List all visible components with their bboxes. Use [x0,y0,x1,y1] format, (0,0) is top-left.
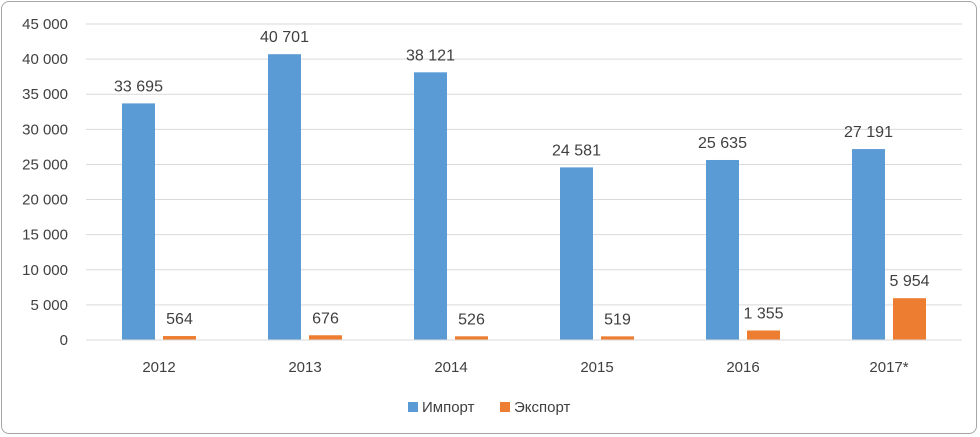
bar-export [309,335,342,340]
y-tick-label: 0 [60,332,68,349]
y-tick-label: 30 000 [22,121,68,138]
y-axis: 0 5 000 10 000 15 000 20 000 25 000 30 000 35 0… [22,16,68,349]
y-tick-label: 15 000 [22,227,68,244]
bar-import [852,149,885,340]
legend: Импорт Экспорт [408,399,570,416]
y-tick-label: 25 000 [22,156,68,173]
x-axis: 2012 2013 2014 2015 2016 2017* [86,339,962,376]
data-labels: 33 695 564 40 701 676 38 121 526 24 581 519 25 6… [114,29,930,328]
y-tick-label: 45 000 [22,16,68,33]
legend-swatch [500,402,510,412]
bar-export [601,336,634,340]
bar-export [747,330,780,340]
data-label: 33 695 [114,78,163,95]
data-label: 25 635 [698,135,747,152]
data-label: 1 355 [743,305,783,322]
data-label: 5 954 [889,273,929,290]
x-tick-label: 2013 [288,359,321,376]
data-label: 564 [166,311,193,328]
y-tick-label: 5 000 [30,297,68,314]
x-tick-label: 2015 [580,359,613,376]
legend-label: Импорт [422,399,475,416]
x-tick-label: 2017* [869,359,908,376]
gridlines [86,23,962,306]
data-label: 27 191 [844,124,893,141]
y-tick-label: 40 000 [22,51,68,68]
bar-import [706,159,739,340]
data-label: 526 [458,311,485,328]
data-label: 676 [312,310,339,327]
y-tick-label: 10 000 [22,262,68,279]
bar-export [893,298,926,340]
y-tick-label: 35 000 [22,86,68,103]
data-label: 40 701 [260,29,309,46]
x-tick-label: 2012 [142,359,175,376]
data-label: 38 121 [406,47,455,64]
bar-import [414,72,447,340]
data-label: 519 [604,311,631,328]
bar-import [268,54,301,340]
bar-export [163,336,196,340]
legend-swatch [408,402,418,412]
data-label: 24 581 [552,142,601,159]
bar-import [560,167,593,340]
bar-export [455,336,488,340]
y-tick-label: 20 000 [22,192,68,209]
bar-import [122,103,155,340]
bars [122,54,926,340]
legend-label: Экспорт [514,399,570,416]
x-tick-label: 2016 [726,359,759,376]
x-tick-label: 2014 [434,359,467,376]
